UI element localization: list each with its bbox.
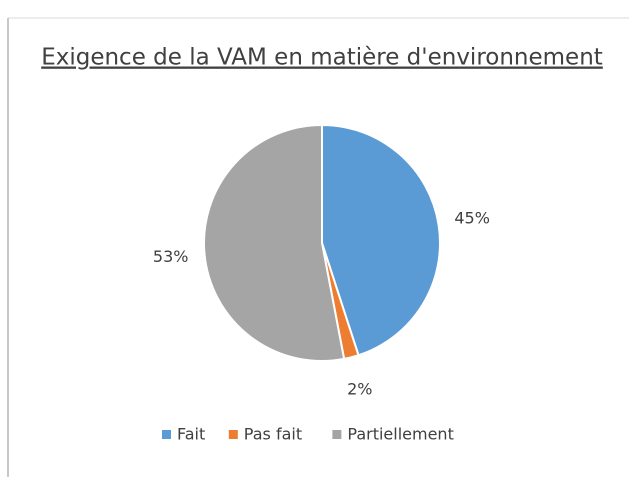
data-label: 2% (347, 380, 372, 399)
data-label: 45% (454, 209, 490, 228)
data-label: 53% (153, 247, 189, 266)
pie-slice (321, 123, 441, 357)
pie-slice (203, 123, 346, 362)
legend-label: Pas fait (244, 425, 302, 444)
legend-swatch (332, 430, 342, 439)
legend-label: Fait (177, 425, 205, 444)
legend-swatch (228, 430, 238, 439)
legend-swatch (162, 430, 171, 439)
chart-title: Exigence de la VAM en matière d'environn… (41, 45, 603, 71)
legend-label: Partiellement (347, 425, 453, 444)
